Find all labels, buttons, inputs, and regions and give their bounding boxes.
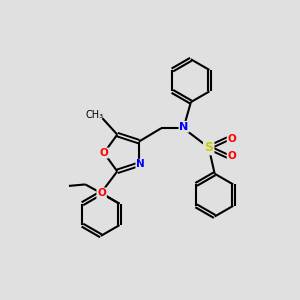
Text: O: O <box>227 152 236 161</box>
Text: O: O <box>227 134 236 144</box>
Text: O: O <box>100 148 108 158</box>
Text: N: N <box>136 159 145 169</box>
Text: CH₃: CH₃ <box>85 110 103 120</box>
Text: S: S <box>204 141 213 154</box>
Text: O: O <box>97 188 106 198</box>
Text: N: N <box>179 122 189 132</box>
